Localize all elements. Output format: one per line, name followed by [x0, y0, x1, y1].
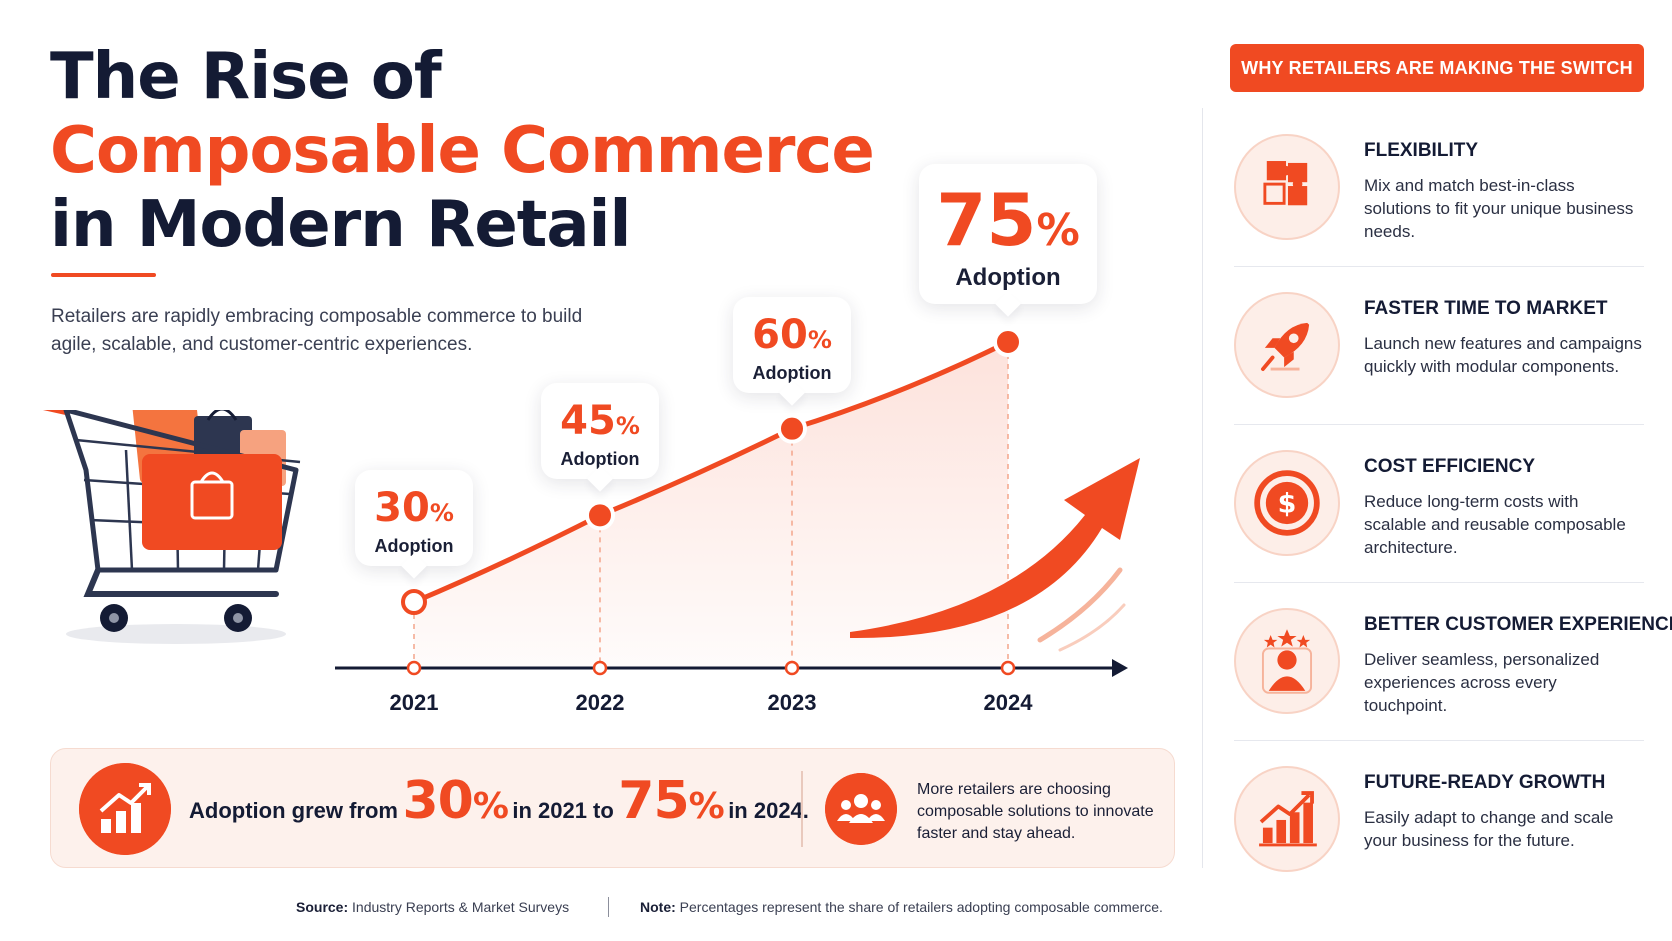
summary-statement: Adoption grew from 30% in 2021 to 75% in…	[189, 771, 809, 831]
benefit-flexibility: FLEXIBILITY Mix and match best-in-class …	[1234, 134, 1644, 274]
benefit-title: BETTER CUSTOMER EXPERIENCE	[1364, 614, 1672, 635]
summary-middle: in 2021 to	[512, 798, 614, 823]
x-tick-label: 2024	[983, 690, 1033, 715]
data-label-value: 60%	[752, 311, 832, 358]
benefit-better-customer-experience: BETTER CUSTOMER EXPERIENCE Deliver seaml…	[1234, 608, 1672, 748]
data-label-value: 75%	[936, 178, 1080, 262]
x-tick-label: 2022	[575, 690, 625, 715]
x-tick-label: 2021	[389, 690, 439, 715]
summary-divider	[801, 771, 803, 847]
data-label-2022: 45% Adoption	[541, 383, 659, 480]
title-line-1: The Rise of	[50, 40, 442, 114]
benefit-divider	[1234, 582, 1644, 583]
summary-start-value: 30%	[402, 771, 508, 831]
benefit-title: FUTURE-READY GROWTH	[1364, 772, 1606, 793]
page-title: The Rise of Composable Commerce in Moder…	[50, 40, 875, 262]
data-label-2021: 30% Adoption	[355, 470, 473, 566]
x-tick-marker	[1000, 660, 1016, 676]
panel-heading: WHY RETAILERS ARE MAKING THE SWITCH	[1230, 44, 1644, 92]
puzzle-icon	[1234, 134, 1340, 240]
benefit-description: Easily adapt to change and scale your bu…	[1364, 808, 1614, 850]
data-label-caption: Adoption	[374, 536, 454, 556]
svg-text:$: $	[1278, 489, 1297, 520]
title-line-3: in Modern Retail	[50, 188, 631, 262]
growth-bars-icon	[1234, 766, 1340, 872]
benefit-title: FLEXIBILITY	[1364, 140, 1478, 161]
benefit-title: COST EFFICIENCY	[1364, 456, 1536, 477]
data-point-2021	[401, 589, 427, 615]
x-tick-marker	[592, 660, 608, 676]
data-point-2022	[585, 500, 615, 531]
customer-stars-icon	[1234, 608, 1340, 714]
rocket-icon	[1234, 292, 1340, 398]
x-axis-arrowhead	[1112, 659, 1128, 677]
benefit-cost-efficiency: $ COST EFFICIENCY Reduce long-term costs…	[1234, 450, 1644, 590]
benefit-future-ready-growth: FUTURE-READY GROWTH Easily adapt to chan…	[1234, 766, 1644, 906]
title-underline	[51, 273, 156, 277]
benefit-description: Deliver seamless, personalized experienc…	[1364, 650, 1600, 715]
benefit-divider	[1234, 266, 1644, 267]
x-tick-marker	[406, 660, 422, 676]
summary-prefix: Adoption grew from	[189, 798, 398, 823]
benefit-divider	[1234, 424, 1644, 425]
x-tick-label: 2023	[767, 690, 817, 715]
area-fill	[414, 342, 1008, 668]
benefit-divider	[1234, 740, 1644, 741]
trend-arrow-icon	[850, 458, 1140, 652]
summary-banner: Adoption grew from 30% in 2021 to 75% in…	[50, 748, 1175, 868]
summary-end-value: 75%	[618, 771, 724, 831]
data-label-2024: 75% Adoption	[919, 164, 1097, 304]
data-point-2024	[993, 327, 1023, 357]
benefit-description: Mix and match best-in-class solutions to…	[1364, 176, 1634, 241]
summary-suffix: in 2024.	[728, 798, 809, 823]
note-line: Note: Percentages represent the share of…	[640, 899, 1163, 915]
panel-divider	[1202, 108, 1203, 868]
data-label-caption: Adoption	[560, 449, 640, 470]
data-label-caption: Adoption	[955, 264, 1061, 291]
series-line	[411, 339, 1011, 605]
benefit-title: FASTER TIME TO MARKET	[1364, 298, 1608, 319]
benefit-faster-time-to-market: FASTER TIME TO MARKET Launch new feature…	[1234, 292, 1644, 432]
subtitle: Retailers are rapidly embracing composab…	[51, 306, 583, 355]
data-point-2023	[777, 413, 807, 444]
source-line: Source: Industry Reports & Market Survey…	[296, 899, 570, 915]
growth-chart-icon	[79, 763, 171, 855]
data-label-value: 30%	[374, 485, 454, 531]
people-group-icon	[825, 773, 897, 845]
benefit-description: Reduce long-term costs with scalable and…	[1364, 492, 1626, 557]
dollar-coin-icon: $	[1234, 450, 1340, 556]
data-label-caption: Adoption	[752, 362, 832, 383]
footer-separator	[608, 897, 609, 917]
shopping-cart-icon	[42, 410, 301, 644]
title-line-2: Composable Commerce	[50, 114, 875, 188]
x-tick-marker	[784, 660, 800, 676]
data-label-value: 45%	[560, 398, 640, 445]
benefit-description: Launch new features and campaigns quickl…	[1364, 334, 1642, 376]
summary-note: More retailers are choosing composable s…	[917, 781, 1154, 842]
data-label-2023: 60% Adoption	[733, 296, 851, 393]
